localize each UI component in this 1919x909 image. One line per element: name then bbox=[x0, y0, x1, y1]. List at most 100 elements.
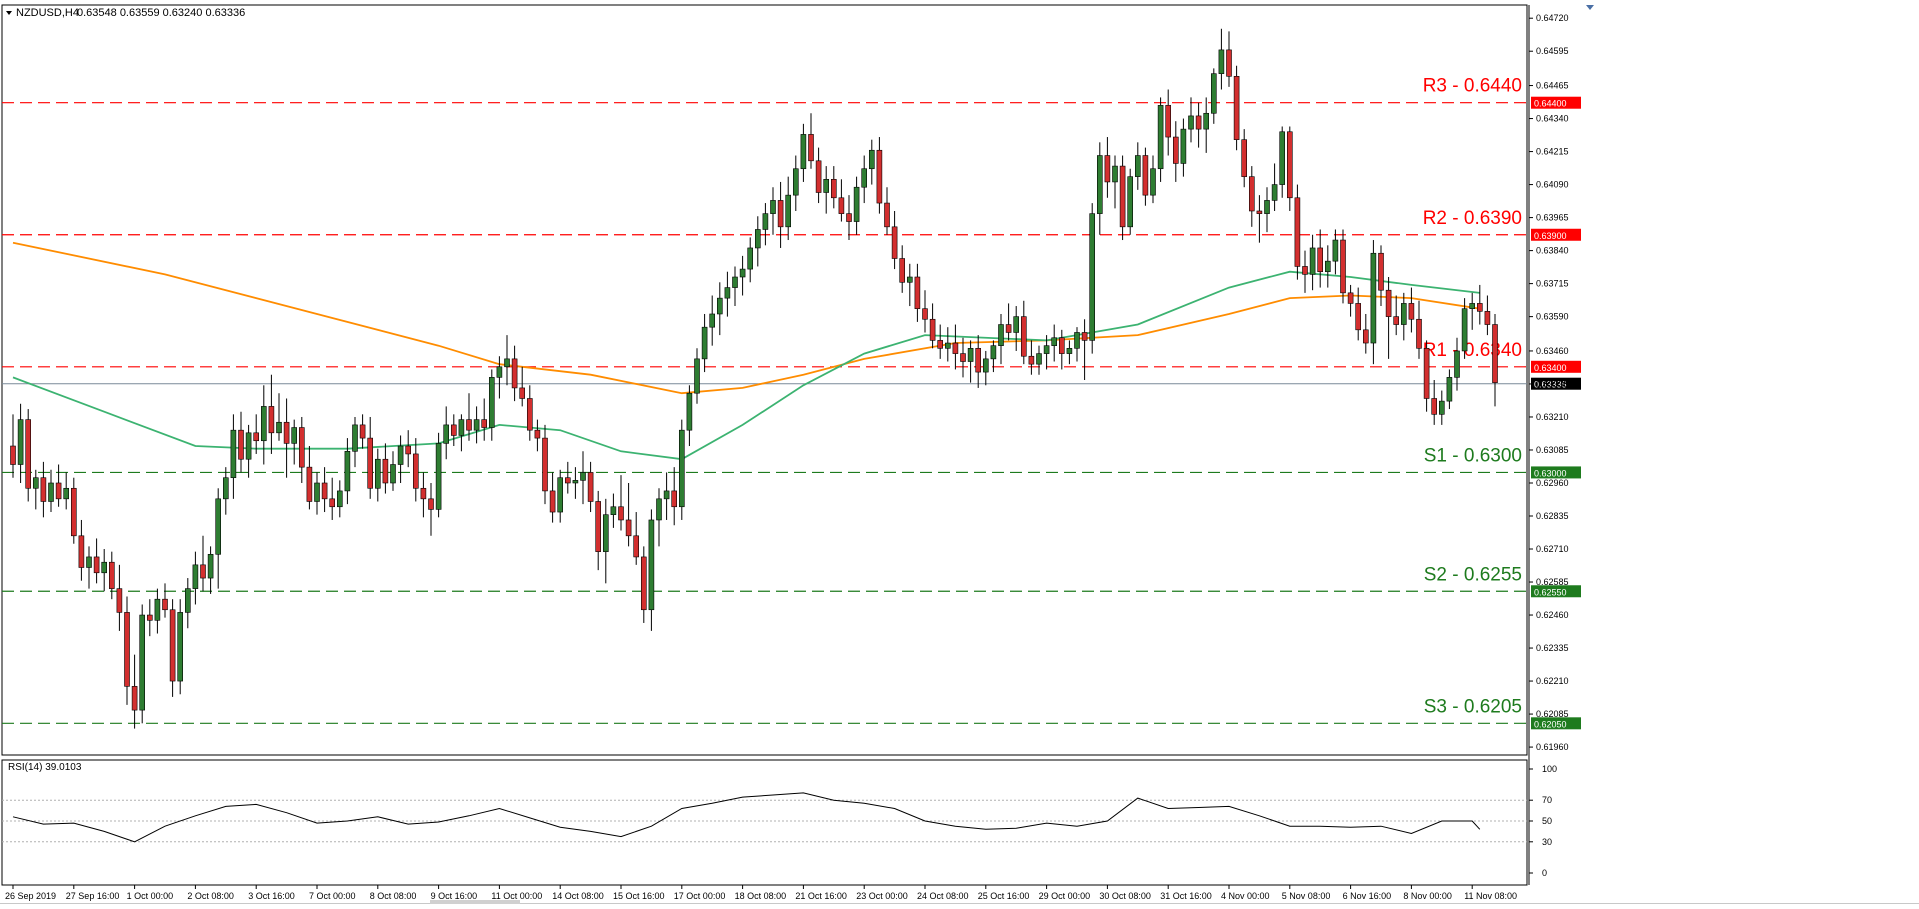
ohlc-label: 0.63548 0.63559 0.63240 0.63336 bbox=[77, 7, 245, 19]
candle-body-bull bbox=[1370, 252, 1377, 344]
candle-body-bull bbox=[944, 342, 951, 349]
dropdown-arrow-icon[interactable] bbox=[6, 11, 12, 15]
candle bbox=[1370, 240, 1377, 365]
candle bbox=[777, 181, 784, 248]
main-panel-frame bbox=[1, 4, 1528, 756]
candle-body-bear bbox=[1249, 176, 1255, 212]
candle-body-bear bbox=[1119, 165, 1126, 228]
candle bbox=[276, 393, 282, 441]
shift-marker-icon[interactable] bbox=[1586, 5, 1594, 10]
price-tick-label: 0.63210 bbox=[1536, 412, 1569, 422]
candle bbox=[929, 303, 936, 349]
candle bbox=[1241, 129, 1247, 188]
time-tick-label: 9 Oct 16:00 bbox=[431, 891, 478, 901]
candle bbox=[1492, 313, 1498, 407]
candle bbox=[519, 366, 526, 407]
candle bbox=[785, 176, 792, 241]
price-tick-label: 0.63335 bbox=[1536, 379, 1569, 389]
candle bbox=[245, 424, 252, 478]
candle-body-bear bbox=[671, 490, 678, 508]
candle-body-bull bbox=[792, 168, 799, 196]
time-tick-label: 8 Nov 00:00 bbox=[1403, 891, 1452, 901]
candle-body-bull bbox=[1112, 165, 1118, 183]
time-tick-label: 25 Oct 16:00 bbox=[978, 891, 1030, 901]
candle bbox=[884, 187, 890, 235]
candle bbox=[382, 443, 389, 494]
candle bbox=[1028, 340, 1035, 375]
moving-average-slow-line bbox=[12, 241, 1480, 395]
candle-body-bull bbox=[1150, 168, 1156, 196]
candle bbox=[93, 538, 100, 584]
candle bbox=[838, 179, 845, 222]
time-tick-label: 3 Oct 16:00 bbox=[248, 891, 295, 901]
candle-body-bear bbox=[519, 387, 526, 399]
candle bbox=[1439, 390, 1445, 425]
candle-body-bull bbox=[336, 490, 343, 508]
candle bbox=[656, 488, 662, 547]
candle-body-bull bbox=[1089, 213, 1095, 341]
candle-body-bull bbox=[800, 134, 807, 170]
candle bbox=[466, 393, 472, 441]
candle bbox=[587, 461, 594, 513]
time-tick-label: 17 Oct 00:00 bbox=[674, 891, 726, 901]
candle-body-bear bbox=[1005, 324, 1012, 333]
candle bbox=[481, 398, 488, 441]
candle bbox=[428, 482, 434, 536]
candle-body-bear bbox=[147, 614, 153, 621]
current-price-tag bbox=[1531, 377, 1581, 390]
candle-body-bear bbox=[55, 482, 62, 500]
candle bbox=[17, 403, 24, 483]
level-price-tag bbox=[1531, 466, 1581, 479]
candle bbox=[526, 385, 533, 441]
candle-body-bear bbox=[587, 472, 594, 502]
level-price-tag bbox=[1531, 96, 1581, 109]
price-tick-label: 0.63965 bbox=[1536, 213, 1569, 223]
candle-body-bear bbox=[1317, 247, 1323, 273]
candle-body-bull bbox=[352, 424, 358, 452]
candle-body-bull bbox=[724, 287, 731, 299]
candle bbox=[701, 313, 708, 373]
candle bbox=[1325, 245, 1331, 288]
price-axis: 0.64720 0.64595 0.64465 0.64340 0.64215 0.640… bbox=[1529, 13, 1569, 878]
candle bbox=[716, 282, 723, 336]
candle bbox=[321, 467, 328, 513]
price-tick-label: 0.64215 bbox=[1536, 147, 1569, 157]
candle bbox=[1097, 142, 1103, 235]
candle bbox=[618, 475, 624, 531]
candle-body-bull bbox=[732, 276, 738, 288]
candle bbox=[283, 398, 290, 478]
candle bbox=[868, 139, 875, 185]
candle bbox=[162, 583, 168, 618]
candle bbox=[762, 203, 769, 246]
candle-body-bear bbox=[283, 421, 290, 444]
candle-body-bear bbox=[1165, 105, 1171, 138]
candle-body-bear bbox=[1378, 252, 1384, 291]
candle-body-bear bbox=[511, 358, 518, 389]
time-tick-label: 14 Oct 08:00 bbox=[552, 891, 604, 901]
candle bbox=[1302, 250, 1308, 293]
candle-body-bear bbox=[10, 445, 16, 465]
candle bbox=[967, 340, 974, 383]
candle-body-bull bbox=[314, 482, 320, 502]
rsi-layer bbox=[2, 792, 1527, 843]
candle bbox=[397, 435, 404, 483]
candle bbox=[1036, 345, 1042, 375]
price-tick-label: 0.64340 bbox=[1536, 114, 1569, 124]
candle-body-bear bbox=[40, 477, 47, 502]
candle bbox=[557, 469, 564, 523]
candle bbox=[709, 295, 716, 346]
candle bbox=[291, 419, 298, 465]
candle bbox=[458, 414, 465, 452]
candle-body-bear bbox=[1393, 316, 1399, 325]
candle-body-bull bbox=[260, 406, 267, 442]
candle bbox=[450, 414, 457, 447]
candle-body-bull bbox=[1461, 308, 1468, 352]
candle bbox=[1112, 155, 1118, 209]
candle-body-bear bbox=[1431, 398, 1437, 415]
candle-body-bull bbox=[572, 480, 579, 484]
candle bbox=[1385, 277, 1392, 359]
candle-body-bull bbox=[390, 464, 396, 484]
candle-body-bear bbox=[975, 348, 982, 373]
candle bbox=[792, 155, 799, 211]
